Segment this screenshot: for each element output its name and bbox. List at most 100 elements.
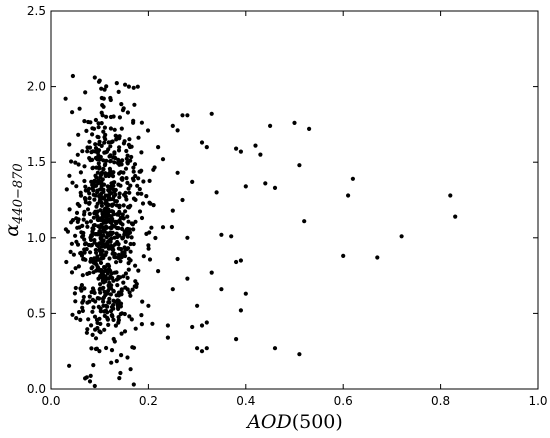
data-point [109,360,114,365]
data-point [128,241,133,247]
data-point [79,288,84,293]
data-point [98,268,103,273]
data-point [101,225,106,230]
data-point [114,359,119,364]
data-point [69,220,74,225]
data-point [117,145,122,150]
data-point [80,308,85,313]
data-point [119,292,124,297]
data-point [107,237,112,243]
data-point [297,163,302,168]
data-point [297,352,302,357]
data-point [92,223,97,228]
data-point [83,90,88,95]
data-point [121,280,126,285]
data-point [341,253,346,258]
data-point [112,189,117,195]
data-point [77,106,82,111]
data-point [90,182,95,188]
data-point [90,149,95,154]
data-point [116,212,121,217]
data-point [103,252,108,257]
data-point [96,276,101,281]
data-point [112,180,117,185]
data-point [97,248,102,253]
data-point [126,228,131,233]
data-point [95,217,100,222]
data-point [83,257,88,262]
data-point [98,290,103,295]
data-point [238,149,243,154]
data-point [127,314,132,319]
data-point [108,292,113,297]
data-point [73,266,78,271]
data-point [87,201,92,206]
data-point [139,191,144,196]
data-point [102,125,107,130]
data-point [272,185,278,190]
data-point [97,349,102,354]
data-point [263,181,268,186]
data-point [117,191,122,196]
data-point [63,96,68,101]
data-point [108,126,113,131]
data-point [76,264,81,269]
data-point [139,150,144,155]
data-point [147,230,152,235]
data-point [199,323,205,328]
data-point [102,313,107,318]
data-point [82,164,87,169]
data-point [234,337,239,342]
data-point [185,235,190,240]
data-point [129,154,134,160]
data-point [150,321,155,326]
data-point [134,281,139,287]
y-axis-ticks: 0.0 0.5 1.0 1.5 2.0 2.5 [27,4,538,396]
data-point [86,242,91,248]
data-point [84,375,89,380]
data-point [84,128,89,133]
data-point [137,209,143,214]
data-point [104,235,109,240]
data-point [99,143,104,148]
data-point [117,171,122,176]
data-point [139,215,145,221]
data-point [123,271,128,276]
data-point [110,218,115,223]
data-point [101,280,106,285]
data-point [103,193,108,198]
data-point [95,296,100,301]
data-point [90,332,95,337]
data-point [106,300,111,305]
data-point [307,126,312,131]
data-point [116,255,121,260]
data-point [119,102,124,107]
data-point [146,246,151,251]
data-point [116,89,121,94]
data-point [87,156,92,161]
y-tick-label: 0.0 [27,382,46,396]
data-point [130,345,135,350]
data-point [102,140,107,145]
data-point [126,219,131,224]
data-point [105,310,110,315]
data-point [96,181,101,186]
data-point [98,309,103,314]
data-point [145,128,151,133]
data-point [268,123,273,128]
data-point [67,207,72,212]
data-point [107,189,112,194]
data-point [135,183,140,188]
data-point [74,316,79,321]
data-point [243,184,248,189]
data-point [73,299,78,304]
data-point [253,143,258,148]
data-point [114,260,119,265]
data-point [115,283,120,288]
data-point [96,148,102,153]
data-point [108,309,114,314]
data-point [120,236,125,241]
data-point [104,206,109,211]
data-point [98,235,103,241]
